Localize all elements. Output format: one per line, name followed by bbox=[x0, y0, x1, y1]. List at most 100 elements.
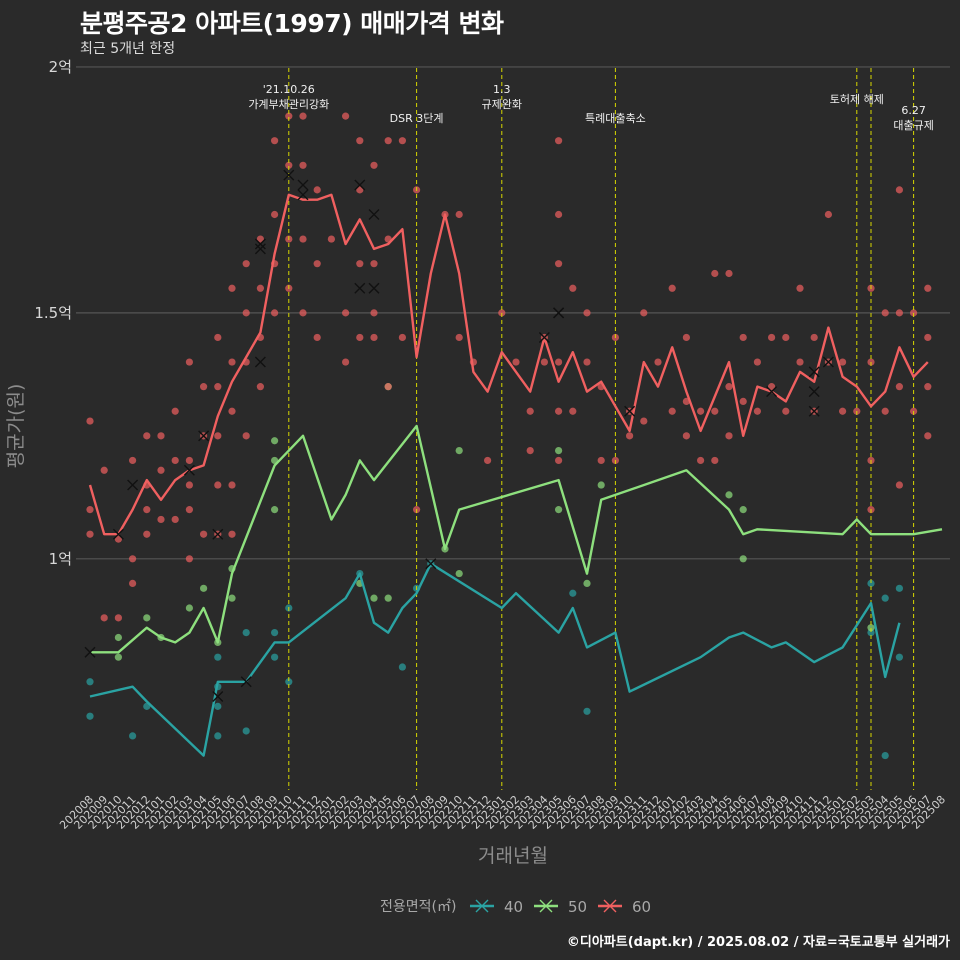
scatter-point-60 bbox=[555, 210, 563, 219]
scatter-point-60 bbox=[569, 407, 577, 415]
scatter-point-40 bbox=[129, 732, 137, 740]
scatter-point-60 bbox=[697, 407, 705, 415]
scatter-point-60 bbox=[299, 309, 307, 317]
scatter-point-60 bbox=[129, 579, 137, 588]
scatter-point-60 bbox=[682, 432, 691, 440]
cross-marker-40 bbox=[240, 676, 252, 688]
scatter-point-60 bbox=[555, 456, 563, 465]
scatter-point-60 bbox=[299, 112, 307, 120]
scatter-point-60 bbox=[526, 407, 534, 415]
scatter-point-50 bbox=[200, 584, 208, 592]
scatter-point-60 bbox=[682, 333, 691, 342]
event-label: 특례대출축소 bbox=[585, 112, 646, 125]
scatter-point-40 bbox=[285, 678, 293, 686]
scatter-point-40 bbox=[271, 653, 279, 661]
scatter-point-60 bbox=[753, 407, 762, 415]
scatter-point-60 bbox=[313, 186, 321, 194]
y-tick-label: 1.5억 bbox=[34, 304, 72, 322]
cross-marker-50 bbox=[84, 646, 96, 658]
scatter-point-60 bbox=[583, 358, 591, 366]
scatter-point-60 bbox=[484, 456, 492, 465]
scatter-point-50 bbox=[597, 481, 605, 489]
scatter-point-60 bbox=[271, 137, 279, 145]
scatter-point-60 bbox=[725, 269, 733, 278]
event-label: '21.10.26 가계부채관리강화 bbox=[248, 83, 329, 111]
y-tick-label: 2억 bbox=[49, 58, 72, 76]
scatter-point-60 bbox=[86, 506, 94, 514]
scatter-point-60 bbox=[157, 515, 165, 524]
scatter-point-60 bbox=[512, 358, 520, 366]
cross-marker-60 bbox=[538, 331, 550, 343]
scatter-point-60 bbox=[668, 284, 676, 292]
cross-marker-60 bbox=[808, 405, 820, 417]
scatter-point-60 bbox=[313, 260, 321, 268]
scatter-point-60 bbox=[924, 432, 932, 440]
scatter-point-60 bbox=[640, 309, 648, 317]
scatter-point-60 bbox=[327, 235, 335, 243]
scatter-point-60 bbox=[370, 309, 378, 317]
scatter-point-60 bbox=[157, 432, 165, 440]
scatter-point-60 bbox=[725, 432, 733, 440]
event-label: 6.27 대출규제 bbox=[893, 104, 933, 132]
chart-subtitle: 최근 5개년 한정 bbox=[80, 41, 176, 57]
event-label: 1.3 규제완화 bbox=[482, 83, 522, 111]
scatter-point-60 bbox=[271, 309, 279, 317]
scatter-point-60 bbox=[895, 383, 904, 391]
scatter-point-60 bbox=[356, 333, 364, 342]
scatter-point-60 bbox=[768, 333, 776, 342]
cross-marker-60 bbox=[808, 386, 820, 398]
scatter-point-60 bbox=[526, 446, 534, 455]
scatter-point-60 bbox=[100, 614, 108, 622]
scatter-point-60 bbox=[200, 383, 208, 391]
scatter-point-60 bbox=[796, 358, 804, 366]
scatter-point-60 bbox=[342, 309, 350, 317]
scatter-point-60 bbox=[384, 383, 392, 391]
scatter-point-60 bbox=[256, 383, 264, 391]
scatter-point-60 bbox=[299, 235, 307, 243]
scatter-point-60 bbox=[370, 260, 378, 268]
scatter-point-60 bbox=[398, 137, 406, 145]
scatter-point-60 bbox=[185, 481, 193, 489]
cross-marker-60 bbox=[822, 356, 834, 368]
scatter-point-60 bbox=[228, 407, 236, 415]
scatter-point-60 bbox=[256, 235, 264, 243]
scatter-point-60 bbox=[711, 456, 719, 465]
scatter-point-60 bbox=[796, 284, 804, 292]
scatter-point-60 bbox=[895, 481, 904, 489]
scatter-point-60 bbox=[782, 333, 790, 342]
scatter-point-50 bbox=[143, 614, 151, 622]
scatter-point-60 bbox=[228, 284, 236, 292]
scatter-point-60 bbox=[214, 432, 222, 440]
scatter-point-60 bbox=[739, 397, 747, 406]
legend-label-60: 60 bbox=[632, 898, 651, 916]
scatter-point-60 bbox=[895, 309, 904, 317]
scatter-point-60 bbox=[86, 417, 94, 425]
scatter-point-60 bbox=[583, 309, 591, 317]
scatter-point-60 bbox=[214, 333, 222, 342]
scatter-point-60 bbox=[356, 186, 364, 194]
scatter-point-40 bbox=[867, 579, 875, 588]
scatter-point-50 bbox=[583, 579, 591, 588]
cross-marker-60 bbox=[766, 386, 778, 398]
scatter-point-40 bbox=[86, 712, 94, 720]
cross-marker-60 bbox=[297, 179, 309, 191]
scatter-point-60 bbox=[342, 112, 350, 120]
scatter-point-50 bbox=[555, 446, 563, 455]
scatter-point-50 bbox=[739, 506, 747, 514]
scatter-point-40 bbox=[214, 732, 222, 740]
cross-marker-60 bbox=[198, 430, 210, 442]
scatter-point-60 bbox=[711, 407, 719, 415]
cross-marker-60 bbox=[624, 405, 636, 417]
scatter-point-60 bbox=[86, 530, 94, 538]
scatter-point-60 bbox=[356, 260, 364, 268]
cross-marker-60 bbox=[254, 243, 266, 255]
scatter-point-60 bbox=[810, 333, 818, 342]
scatter-point-60 bbox=[114, 535, 122, 543]
series-line-40 bbox=[89, 562, 901, 757]
scatter-point-40 bbox=[583, 707, 591, 715]
scatter-point-60 bbox=[768, 383, 776, 391]
scatter-point-50 bbox=[455, 569, 463, 578]
scatter-point-60 bbox=[498, 309, 506, 317]
scatter-point-60 bbox=[285, 112, 293, 120]
